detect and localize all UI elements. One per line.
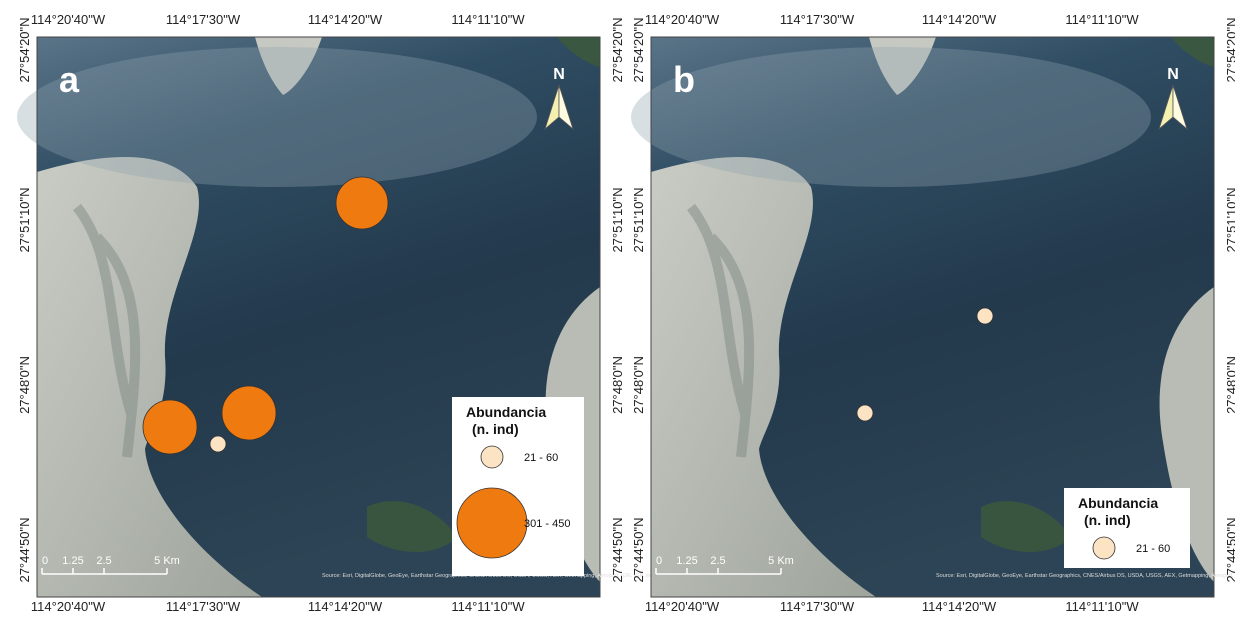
legend-symbol — [1093, 537, 1115, 559]
longitude-label: 114°11'10"W — [1065, 12, 1139, 27]
latitude-label: 27°48'0"N — [17, 356, 32, 414]
legend-subtitle: (n. ind) — [472, 421, 519, 437]
latitude-label: 27°44'50"N — [17, 517, 32, 582]
latitude-label: 27°48'0"N — [1224, 356, 1235, 414]
longitude-label: 114°20'40"W — [31, 599, 106, 614]
latitude-label: 27°48'0"N — [631, 356, 646, 414]
panel-label: a — [59, 59, 80, 100]
longitude-label: 114°14'20"W — [922, 12, 997, 27]
latitude-label: 27°51'10"N — [1224, 187, 1235, 252]
north-label: N — [553, 66, 565, 83]
latitude-label: 27°54'20"N — [610, 17, 625, 82]
sample-site — [143, 400, 197, 454]
latitude-label: 27°54'20"N — [17, 17, 32, 82]
legend-entry: 21 - 60 — [524, 452, 558, 464]
sample-site — [222, 386, 276, 440]
map-panel: b N 0 1.25 2.5 5 Km Source: Esri, DigitalGlobe… — [631, 37, 1235, 597]
longitude-label: 114°11'10"W — [451, 599, 525, 614]
panel-label: b — [673, 59, 695, 100]
cloud-haze — [631, 47, 1151, 187]
latitude-label: 27°54'20"N — [1224, 17, 1235, 82]
north-label: N — [1167, 66, 1179, 83]
figure: a N 0 1.25 2.5 5 Km Source: Esri, DigitalGlobe… — [0, 0, 1235, 617]
longitude-label: 114°14'20"W — [308, 12, 383, 27]
latitude-label: 27°51'10"N — [610, 187, 625, 252]
latitude-label: 27°51'10"N — [17, 187, 32, 252]
sample-site — [336, 177, 388, 229]
sample-site — [210, 436, 226, 452]
legend-title: Abundancia — [466, 404, 546, 420]
sample-site — [857, 405, 873, 421]
latitude-label: 27°44'50"N — [631, 517, 646, 582]
longitude-label: 114°17'30"W — [166, 12, 241, 27]
legend-title: Abundancia — [1078, 495, 1158, 511]
longitude-label: 114°14'20"W — [308, 599, 383, 614]
sample-site — [977, 308, 993, 324]
scale-label: 0 — [656, 555, 662, 567]
scale-label: 1.25 — [62, 555, 83, 567]
longitude-label: 114°20'40"W — [645, 599, 720, 614]
longitude-label: 114°14'20"W — [922, 599, 997, 614]
legend-symbol — [481, 446, 503, 468]
attribution: Source: Esri, DigitalGlobe, GeoEye, Eart… — [936, 573, 1235, 579]
longitude-label: 114°17'30"W — [166, 599, 241, 614]
longitude-label: 114°11'10"W — [1065, 599, 1139, 614]
latitude-label: 27°51'10"N — [631, 187, 646, 252]
latitude-label: 27°54'20"N — [631, 17, 646, 82]
legend-subtitle: (n. ind) — [1084, 512, 1131, 528]
legend-entry: 21 - 60 — [1136, 543, 1170, 555]
longitude-label: 114°17'30"W — [780, 12, 855, 27]
longitude-label: 114°20'40"W — [31, 12, 106, 27]
longitude-label: 114°20'40"W — [645, 12, 720, 27]
scale-label: 5 Km — [154, 555, 180, 567]
latitude-label: 27°44'50"N — [1224, 517, 1235, 582]
scale-label: 0 — [42, 555, 48, 567]
scale-label: 2.5 — [96, 555, 111, 567]
scale-label: 1.25 — [676, 555, 697, 567]
longitude-label: 114°17'30"W — [780, 599, 855, 614]
scale-label: 2.5 — [710, 555, 725, 567]
scale-label: 5 Km — [768, 555, 794, 567]
longitude-label: 114°11'10"W — [451, 12, 525, 27]
latitude-label: 27°48'0"N — [610, 356, 625, 414]
cloud-haze — [17, 47, 537, 187]
legend-entry: 301 - 450 — [524, 518, 570, 530]
legend-symbol — [457, 488, 527, 558]
latitude-label: 27°44'50"N — [610, 517, 625, 582]
